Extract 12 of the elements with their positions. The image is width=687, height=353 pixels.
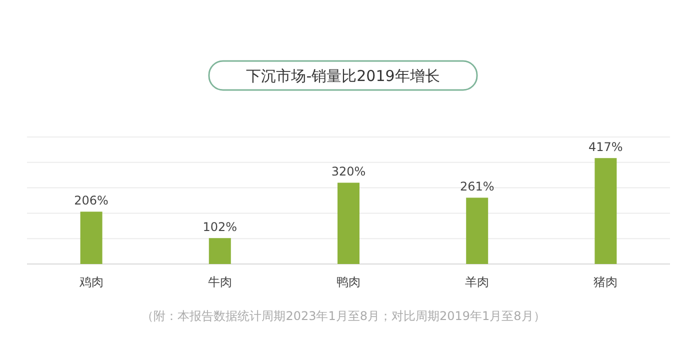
xtick: 鸭肉 (336, 275, 360, 289)
title: 下沉市场-销量比2019年增长 (246, 67, 440, 85)
xtick: 羊肉 (465, 275, 490, 289)
xtick: 鸡肉 (79, 275, 104, 289)
xtick: 猪肉 (594, 275, 618, 289)
data-label: 320% (331, 164, 366, 179)
data-label: 417% (588, 140, 623, 154)
data-label: 206% (74, 194, 108, 208)
data-label: 102% (202, 220, 238, 234)
annotation: （附：本报告数据统计周期2023年1月至8月；对比周期2019年1月至8月） (142, 309, 546, 323)
data-label: 261% (460, 180, 494, 194)
xtick: 牛肉 (208, 275, 232, 289)
